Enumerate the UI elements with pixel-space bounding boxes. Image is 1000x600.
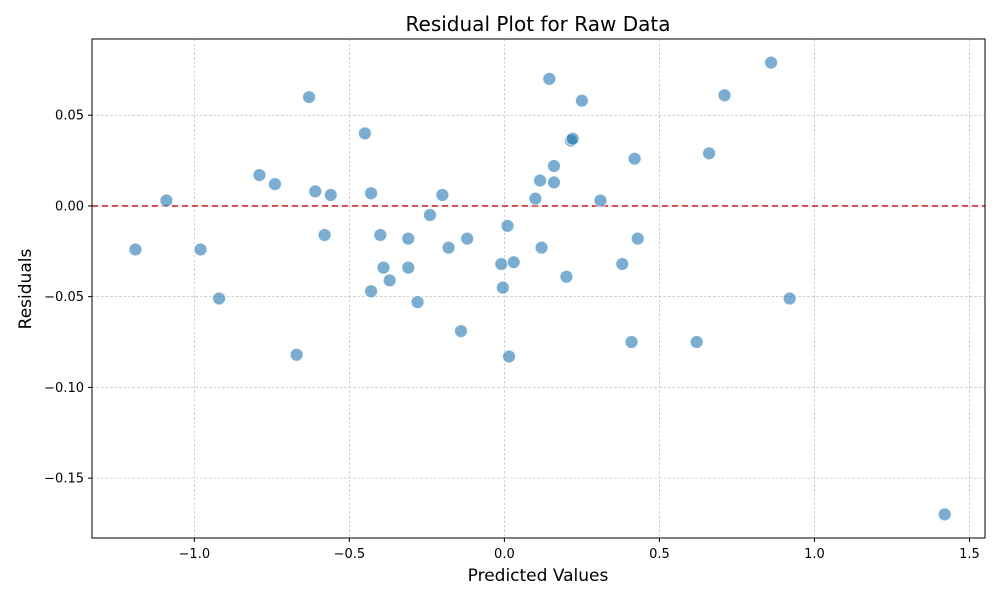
- data-point: [364, 186, 379, 201]
- data-point: [630, 231, 645, 246]
- y-tick-label: −0.10: [44, 381, 84, 396]
- data-point: [422, 208, 437, 223]
- data-point: [565, 131, 580, 146]
- x-tick-label: 0.5: [649, 547, 670, 562]
- data-point: [357, 126, 372, 141]
- x-axis-label: Predicted Values: [468, 566, 609, 586]
- data-point: [702, 146, 717, 161]
- y-tick-label: −0.05: [44, 290, 84, 305]
- data-point: [382, 273, 397, 288]
- x-tick-label: −0.5: [334, 547, 366, 562]
- y-tick-label: 0.05: [55, 109, 84, 124]
- data-point: [542, 71, 557, 86]
- data-point: [323, 188, 338, 203]
- x-tick-label: −1.0: [179, 547, 211, 562]
- grid-lines: [92, 39, 985, 538]
- data-point: [547, 175, 562, 190]
- data-point: [193, 242, 208, 257]
- data-point: [559, 269, 574, 284]
- data-point: [302, 90, 317, 105]
- data-point: [410, 295, 425, 310]
- axis-ticks: −1.0 −0.5 0.0 0.5 1.0 1.5 0.05 0.00 −0.05 −0.10 −0…: [44, 109, 980, 562]
- x-tick-label: 0.0: [494, 547, 515, 562]
- data-point: [494, 257, 509, 272]
- data-point: [308, 184, 323, 199]
- data-point: [267, 177, 282, 192]
- data-point: [401, 260, 416, 275]
- data-point: [574, 93, 589, 108]
- y-tick-label: −0.15: [44, 472, 84, 487]
- data-point: [289, 347, 304, 362]
- y-tick-label: 0.00: [55, 199, 84, 214]
- chart-title: Residual Plot for Raw Data: [406, 12, 671, 36]
- data-point: [533, 173, 548, 188]
- data-point: [717, 88, 732, 103]
- data-point: [401, 231, 416, 246]
- data-point: [373, 227, 388, 242]
- data-point: [453, 324, 468, 339]
- data-point: [593, 193, 608, 208]
- data-point: [252, 168, 267, 183]
- data-point: [435, 188, 450, 203]
- data-point: [528, 191, 543, 206]
- plot-area-frame: [91, 38, 986, 539]
- data-point: [317, 227, 332, 242]
- x-tick-label: 1.0: [804, 547, 825, 562]
- data-point: [500, 218, 515, 233]
- y-axis-label: Residuals: [16, 249, 36, 330]
- x-tick-label: 1.5: [959, 547, 980, 562]
- data-point: [937, 507, 952, 522]
- data-point: [534, 240, 549, 255]
- data-point: [128, 242, 143, 257]
- data-point: [764, 55, 779, 70]
- data-point: [689, 335, 704, 350]
- data-points: [128, 55, 952, 522]
- data-point: [495, 280, 510, 295]
- data-point: [615, 257, 630, 272]
- data-point: [212, 291, 227, 306]
- data-point: [547, 159, 562, 174]
- data-point: [460, 231, 475, 246]
- data-point: [506, 255, 521, 270]
- data-point: [364, 284, 379, 299]
- data-point: [627, 151, 642, 166]
- data-point: [624, 335, 639, 350]
- data-point: [376, 260, 391, 275]
- data-point: [441, 240, 456, 255]
- data-point: [159, 193, 174, 208]
- data-point: [502, 349, 517, 364]
- data-point: [782, 291, 797, 306]
